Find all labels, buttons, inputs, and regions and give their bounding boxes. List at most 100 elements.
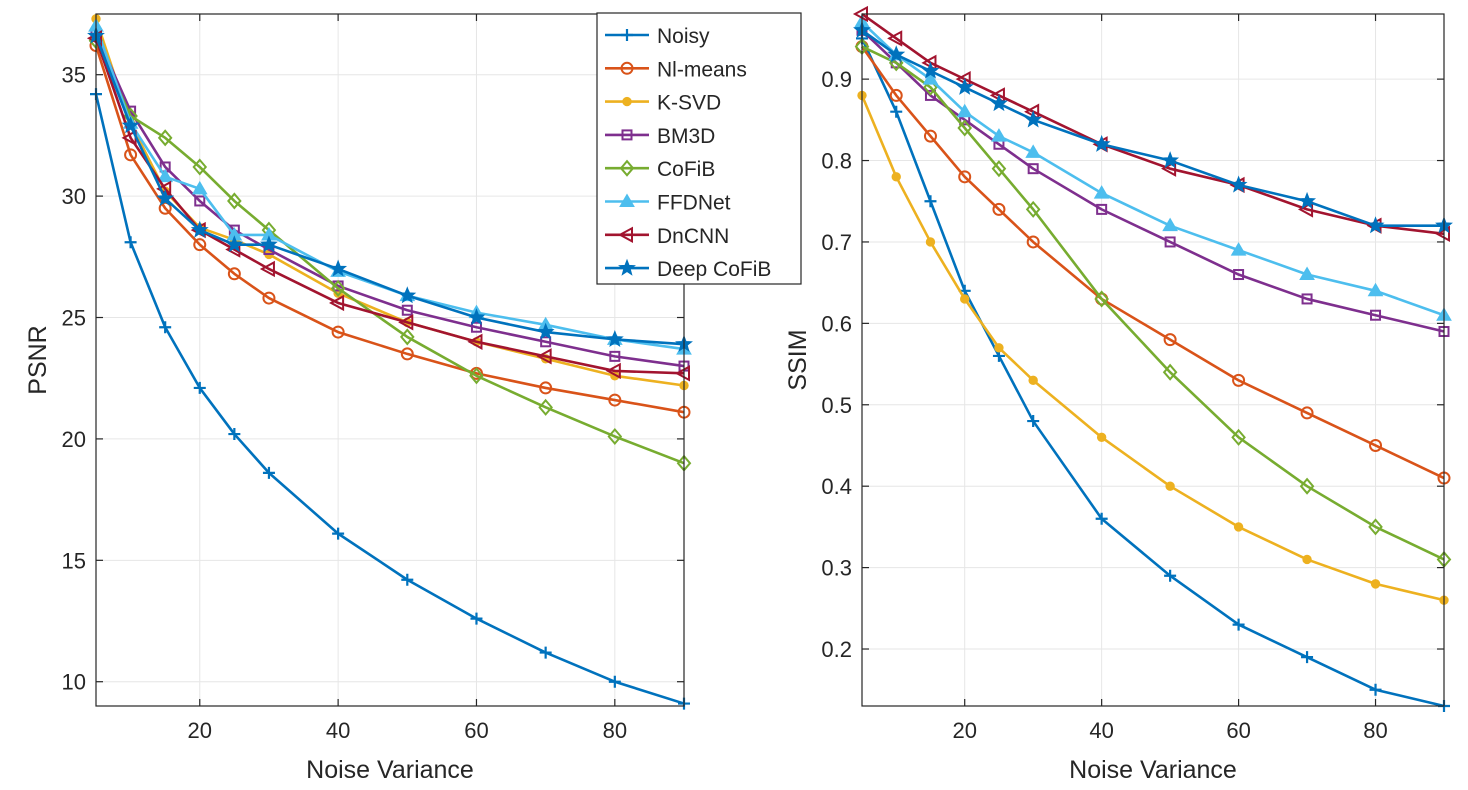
psnr-point-deep-cofib [259, 235, 278, 253]
ssim-point-bm3d [1233, 269, 1245, 281]
ssim-point-nl-means [1232, 373, 1246, 387]
psnr-line-cofib [94, 40, 685, 465]
psnr-point-cofib [192, 158, 208, 176]
ssim-point-k-svd [1370, 579, 1381, 589]
psnr-point-deep-cofib [156, 189, 175, 207]
ssim-y-tick-label: 0.5 [821, 393, 852, 418]
ssim-point-noisy [1164, 569, 1177, 582]
ssim-line-dncnn [861, 12, 1445, 236]
psnr-point-nl-means [400, 347, 414, 361]
ssim-x-tick-label: 60 [1226, 718, 1250, 743]
ssim-point-k-svd [1028, 375, 1038, 386]
ssim-point-dncnn [1297, 201, 1314, 218]
legend-item-ffdnet: FFDNet [605, 192, 731, 215]
ssim-ticks: 20 40 60 80 0.2 0.3 0.4 0.5 0.6 0.7 0.8 0.9 [821, 14, 1444, 743]
psnr-point-noisy [193, 381, 206, 394]
psnr-point-deep-cofib [605, 329, 624, 347]
psnr-point-dncnn [259, 260, 275, 278]
psnr-point-ffdnet [157, 168, 174, 183]
legend-item-dncnn: DnCNN [605, 225, 729, 248]
ssim-x-tick-label: 20 [952, 718, 976, 743]
psnr-point-cofib [469, 367, 484, 385]
psnr-point-noisy [608, 675, 621, 688]
ssim-y-tick-label: 0.6 [821, 311, 852, 336]
legend-label-nl-means: Nl-means [657, 58, 747, 81]
psnr-point-nl-means [193, 238, 207, 252]
psnr-line-deep-cofib [94, 35, 685, 346]
ssim-y-axis-label: SSIM [784, 329, 812, 390]
ssim-point-noisy [1027, 415, 1040, 428]
psnr-point-cofib [227, 192, 242, 210]
ssim-x-axis-label: Noise Variance [1069, 756, 1237, 784]
psnr-point-cofib [330, 279, 346, 297]
legend-marker-k-svd [622, 96, 632, 107]
ssim-point-deep-cofib [1229, 175, 1248, 193]
ssim-point-k-svd [1096, 432, 1107, 443]
ssim-point-noisy [890, 105, 903, 118]
ssim-point-k-svd [925, 237, 936, 247]
ssim-point-bm3d [1164, 236, 1176, 248]
psnr-point-deep-cofib [536, 322, 555, 340]
psnr-y-tick-label: 25 [62, 306, 86, 331]
psnr-series-layer [86, 14, 693, 710]
legend-marker-cofib [619, 159, 635, 177]
ssim-point-noisy [1095, 512, 1108, 525]
ssim-x-tick-label: 80 [1363, 718, 1387, 743]
legend-marker-ffdnet [619, 193, 635, 207]
psnr-point-deep-cofib [121, 116, 140, 134]
ssim-point-ffdnet [956, 103, 973, 118]
ssim-point-nl-means [889, 88, 903, 102]
psnr-x-axis-label: Noise Variance [306, 756, 474, 784]
ssim-point-cofib [923, 78, 938, 96]
ssim-point-nl-means [1026, 235, 1040, 249]
ssim-point-deep-cofib [1298, 191, 1317, 209]
ssim-series-layer [852, 5, 1453, 712]
ssim-chart: 20 40 60 80 0.2 0.3 0.4 0.5 0.6 0.7 0.8 0.9 Noise V… [784, 5, 1453, 784]
psnr-series-deep-cofib [87, 26, 693, 352]
psnr-point-dncnn [329, 294, 345, 312]
ssim-line-ffdnet [861, 21, 1445, 317]
ssim-line-noisy [860, 37, 1445, 708]
ssim-series-deep-cofib [853, 20, 1453, 234]
ssim-point-noisy [1369, 683, 1382, 696]
legend-marker-dncnn [617, 226, 633, 243]
legend-item-k-svd: K-SVD [605, 92, 721, 115]
ssim-point-cofib [1368, 518, 1383, 536]
psnr-point-noisy [228, 428, 241, 441]
ssim-plot-area [862, 14, 1444, 706]
ssim-point-cofib [1231, 428, 1246, 446]
ssim-y-tick-label: 0.7 [821, 230, 852, 255]
legend-item-deep-cofib: Deep CoFiB [605, 258, 771, 281]
ssim-y-tick-label: 0.8 [821, 149, 852, 174]
psnr-line-ffdnet [94, 25, 685, 351]
psnr-point-dncnn [398, 314, 414, 331]
legend-item-cofib: CoFiB [605, 158, 715, 181]
ssim-point-bm3d [1096, 203, 1108, 215]
ssim-point-deep-cofib [1092, 134, 1111, 152]
ssim-point-nl-means [1300, 406, 1314, 420]
ssim-point-k-svd [891, 172, 901, 182]
ssim-grid [862, 14, 1444, 706]
legend-marker-bm3d [621, 129, 633, 141]
psnr-point-bm3d [540, 336, 552, 348]
ssim-point-deep-cofib [989, 94, 1008, 112]
ssim-y-tick-label: 0.3 [821, 556, 852, 581]
ssim-point-k-svd [1302, 554, 1312, 565]
legend-label-deep-cofib: Deep CoFiB [657, 258, 771, 281]
ssim-point-dncnn [887, 30, 903, 47]
legend-label-noisy: Noisy [657, 25, 710, 48]
psnr-point-noisy [262, 466, 275, 479]
ssim-point-nl-means [1163, 333, 1177, 347]
ssim-point-ffdnet [1025, 144, 1042, 158]
ssim-point-bm3d [1027, 163, 1039, 175]
psnr-point-cofib [399, 328, 415, 346]
psnr-point-noisy [470, 612, 483, 625]
ssim-point-cofib [957, 119, 973, 137]
psnr-point-dncnn [536, 348, 552, 365]
psnr-point-dncnn [605, 362, 621, 380]
psnr-ticks: 20 40 60 80 10 15 20 25 30 35 [62, 14, 684, 743]
psnr-y-axis-label: PSNR [24, 325, 52, 394]
ssim-point-ffdnet [1299, 266, 1315, 281]
psnr-point-ffdnet [191, 180, 208, 195]
